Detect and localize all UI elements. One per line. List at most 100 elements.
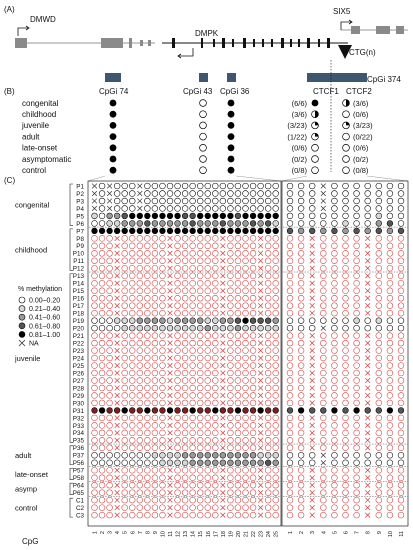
- status-dot-unmethylated: [199, 99, 207, 107]
- heatmap-cell: [189, 332, 196, 339]
- heatmap-cell: [98, 295, 106, 302]
- dmpk-exon: [172, 38, 175, 48]
- heatmap-cell: [397, 235, 405, 242]
- heatmap-cell: [234, 205, 242, 212]
- heatmap-cell: [227, 347, 234, 354]
- heatmap-cell: [98, 317, 106, 324]
- heatmap-cell: [174, 392, 181, 399]
- heatmap-cell: [181, 317, 189, 324]
- heatmap-cell: [144, 384, 151, 392]
- heatmap-cell: [249, 362, 257, 369]
- heatmap-cell: [331, 317, 338, 324]
- status-dot-partial-fill: [346, 122, 350, 126]
- heatmap-cell: [189, 287, 196, 294]
- repeat-label: CTG(n): [349, 48, 376, 57]
- heatmap-cell: [136, 407, 143, 414]
- heatmap-cell: [151, 265, 159, 272]
- heatmap-cell: [342, 287, 349, 294]
- heatmap-cell: [272, 414, 279, 422]
- patient-label: P4: [76, 206, 84, 213]
- heatmap-na-cell: [220, 273, 226, 279]
- heatmap-cell: [98, 444, 106, 451]
- heatmap-cell: [212, 347, 219, 354]
- heatmap-cell: [375, 399, 382, 407]
- heatmap-cell: [272, 302, 279, 309]
- heatmap-cell: [151, 422, 159, 429]
- heatmap-cell: [242, 362, 249, 369]
- heatmap-cell: [212, 467, 219, 474]
- heatmap-na-cell: [365, 415, 371, 421]
- heatmap-na-cell: [257, 235, 264, 242]
- heatmap-cell: [264, 257, 272, 264]
- heatmap-cell: [174, 250, 181, 257]
- heatmap-cell: [397, 220, 405, 227]
- patient-label: P56: [73, 460, 85, 467]
- heatmap-cell: [121, 347, 128, 354]
- heatmap-cell: [386, 265, 394, 272]
- heatmap-cell: [189, 422, 196, 429]
- patient-label: P7: [76, 228, 84, 235]
- heatmap-cell: [144, 197, 151, 205]
- status-dot-unmethylated: [199, 121, 207, 130]
- status-dot-methylated: [109, 166, 117, 174]
- heatmap-cell: [397, 422, 405, 429]
- heatmap-cell: [353, 504, 360, 511]
- cpg-position-label: 21: [244, 531, 250, 537]
- heatmap-cell: [181, 242, 189, 250]
- heatmap-cell: [151, 302, 159, 309]
- heatmap-row: P32: [73, 414, 405, 422]
- heatmap-cell: [242, 496, 249, 504]
- heatmap-cell: [297, 504, 305, 511]
- heatmap-cell: [375, 444, 382, 451]
- heatmap-cell: [249, 302, 257, 309]
- zoom-line: [235, 175, 282, 182]
- heatmap-cell: [181, 302, 189, 309]
- heatmap-cell: [174, 452, 181, 459]
- heatmap-cell: [227, 437, 234, 444]
- heatmap-cell: [174, 467, 181, 474]
- heatmap-cell: [286, 242, 294, 250]
- heatmap-cell: [375, 496, 382, 504]
- heatmap-cell: [151, 280, 159, 287]
- heatmap-cell: [181, 205, 189, 212]
- heatmap-na-cell: [309, 482, 315, 488]
- heatmap-cell: [197, 504, 204, 511]
- cpg-position-label: 25: [274, 531, 280, 537]
- heatmap-cell: [197, 287, 204, 294]
- heatmap-cell: [106, 407, 113, 414]
- heatmap-na-cell: [309, 347, 315, 354]
- heatmap-cell: [174, 444, 181, 451]
- heatmap-cell: [249, 280, 257, 287]
- heatmap-cell: [159, 287, 166, 294]
- heatmap-cell: [320, 317, 327, 324]
- heatmap-na-cell: [309, 303, 315, 309]
- heatmap-cell: [189, 220, 196, 227]
- heatmap-na-cell: [220, 332, 226, 339]
- cpg-position-label: 7: [355, 531, 361, 534]
- heatmap-cell: [151, 489, 159, 496]
- heatmap-na-cell: [114, 347, 120, 354]
- heatmap-cell: [397, 205, 405, 212]
- heatmap-na-cell: [309, 467, 315, 473]
- heatmap-cell: [272, 235, 279, 242]
- heatmap-cell: [227, 362, 234, 369]
- heatmap-cell: [121, 489, 128, 496]
- heatmap-cell: [297, 190, 305, 197]
- heatmap-cell: [197, 489, 204, 496]
- heatmap-cell: [353, 227, 360, 235]
- heatmap-na-cell: [257, 512, 264, 518]
- heatmap-cell: [320, 257, 327, 264]
- heatmap-cell: [286, 205, 294, 212]
- heatmap-cell: [375, 250, 382, 257]
- heatmap-cell: [197, 272, 204, 279]
- heatmap-cell: [129, 302, 136, 309]
- heatmap-na-cell: [167, 415, 173, 421]
- heatmap-cell: [297, 482, 305, 489]
- heatmap-cell: [189, 459, 196, 466]
- heatmap-cell: [212, 190, 219, 197]
- heatmap-cell: [342, 197, 349, 205]
- heatmap-na-cell: [320, 325, 326, 331]
- heatmap-cell: [106, 467, 113, 474]
- heatmap-cell: [159, 392, 166, 399]
- heatmap-cell: [219, 317, 227, 324]
